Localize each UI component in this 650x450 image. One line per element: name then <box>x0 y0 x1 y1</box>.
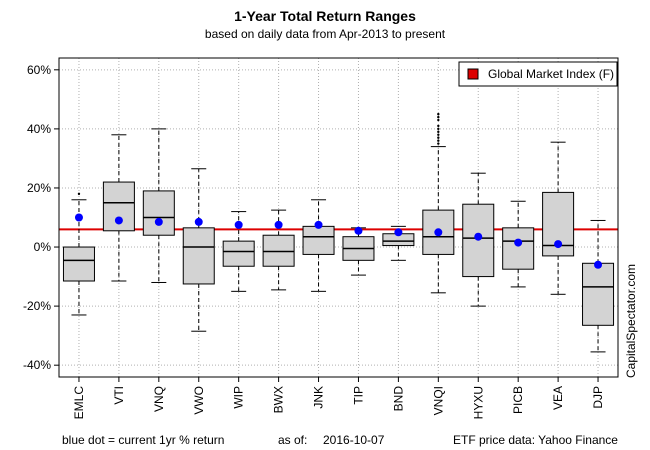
x-tick-label: DJP <box>591 386 605 409</box>
current-return-dot <box>394 228 403 237</box>
current-return-dot <box>474 232 483 241</box>
x-tick-label: WIP <box>232 386 246 409</box>
x-tick-label: VTI <box>112 386 126 405</box>
outlier-point <box>437 142 440 145</box>
current-return-dot <box>74 213 83 222</box>
current-return-dot <box>314 220 323 229</box>
outlier-point <box>437 139 440 142</box>
credit-watermark: CapitalSpectator.com <box>624 263 638 378</box>
box-wip <box>222 240 255 267</box>
y-tick-label: 0% <box>34 240 52 254</box>
current-return-dot <box>114 216 123 225</box>
current-return-dot <box>514 238 523 247</box>
current-return-dot <box>434 228 443 237</box>
x-tick-label: BWX <box>272 386 286 413</box>
box-jnk <box>302 225 335 255</box>
x-tick-label: JNK <box>312 386 326 409</box>
box-vnq <box>142 190 175 236</box>
y-tick-label: 60% <box>27 63 51 77</box>
x-tick-label: VEA <box>551 386 565 410</box>
outlier-point <box>437 112 440 116</box>
x-tick-label: TIP <box>351 386 365 405</box>
x-tick-label: HYXU <box>471 386 485 419</box>
y-tick-label: 40% <box>27 122 51 136</box>
outlier-point <box>437 136 440 139</box>
current-return-dot <box>554 240 563 249</box>
outlier-point <box>437 133 440 136</box>
x-tick-label: EMLC <box>72 386 86 420</box>
outlier-point <box>437 118 440 122</box>
box-emlc <box>62 246 95 282</box>
outlier-point <box>437 127 440 131</box>
footer-note: blue dot = current 1yr % return <box>62 433 225 447</box>
x-tick-label: VNQI <box>431 386 445 415</box>
x-tick-label: VWO <box>192 386 206 415</box>
legend-box <box>458 61 618 87</box>
plot-frame <box>58 57 619 378</box>
box-vwo <box>182 227 215 285</box>
box-picb <box>502 227 535 270</box>
current-return-dot <box>194 217 203 226</box>
legend: Global Market Index (F) <box>458 61 618 87</box>
y-tick-label: -20% <box>23 299 51 313</box>
y-tick-label: 20% <box>27 181 51 195</box>
current-return-dot <box>354 226 363 235</box>
legend-swatch <box>467 68 479 80</box>
x-tick-label: BND <box>391 386 405 412</box>
x-tick-label: VNQ <box>152 386 166 412</box>
outlier-point <box>437 115 440 119</box>
footer-asof-label: as of: <box>278 433 308 447</box>
x-tick-label: PICB <box>511 386 525 414</box>
y-tick-label: -40% <box>23 358 51 372</box>
current-return-dot <box>234 220 243 229</box>
outlier-point <box>77 192 81 196</box>
legend-label: Global Market Index (F) <box>488 67 614 81</box>
current-return-dot <box>154 217 163 226</box>
current-return-dot <box>274 220 283 229</box>
chart-title: 1-Year Total Return Ranges <box>234 8 416 24</box>
current-return-dot <box>594 260 603 269</box>
outlier-point <box>437 130 440 134</box>
box-djp <box>582 262 615 326</box>
outlier-point <box>437 124 440 128</box>
chart-subtitle: based on daily data from Apr-2013 to pre… <box>204 27 446 41</box>
footer-source: ETF price data: Yahoo Finance <box>453 433 618 447</box>
footer-asof-date: 2016-10-07 <box>323 433 385 447</box>
